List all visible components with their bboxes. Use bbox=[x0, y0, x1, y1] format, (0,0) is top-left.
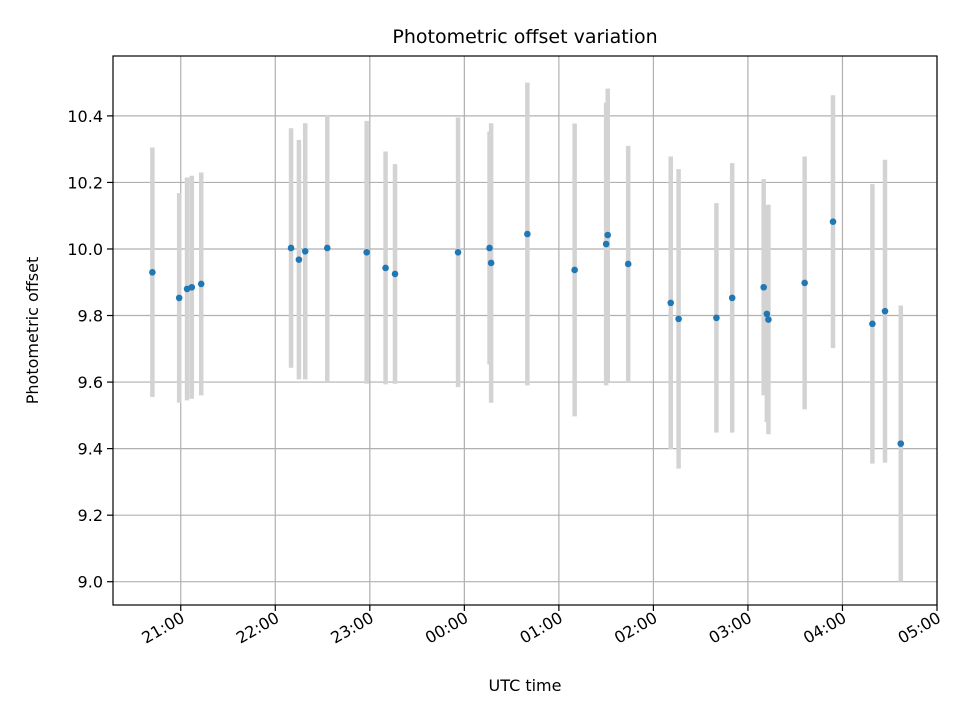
x-tick-label: 01:00 bbox=[516, 608, 565, 648]
x-tick-label: 03:00 bbox=[706, 608, 755, 648]
data-point bbox=[197, 280, 205, 288]
data-point bbox=[454, 249, 462, 256]
data-point bbox=[363, 249, 370, 256]
y-tick-label: 10.2 bbox=[67, 173, 103, 192]
data-point bbox=[604, 231, 612, 239]
data-point bbox=[175, 294, 183, 302]
data-point bbox=[667, 299, 675, 307]
y-tick-label: 9.2 bbox=[78, 506, 103, 525]
data-point bbox=[571, 266, 578, 274]
data-point bbox=[897, 440, 905, 447]
data-point bbox=[760, 283, 767, 291]
data-points bbox=[149, 218, 905, 447]
x-axis-label: UTC time bbox=[489, 676, 562, 695]
y-tick-label: 9.8 bbox=[78, 307, 103, 326]
error-bars bbox=[150, 82, 904, 582]
y-tick-label: 9.6 bbox=[78, 373, 103, 392]
data-point bbox=[391, 270, 399, 278]
y-tick-label: 9.0 bbox=[78, 573, 103, 592]
x-tick-label: 21:00 bbox=[138, 608, 187, 648]
y-tick-label: 9.4 bbox=[78, 440, 103, 459]
data-point bbox=[763, 310, 771, 318]
y-tick-label: 10.4 bbox=[67, 107, 103, 126]
data-point bbox=[713, 314, 720, 322]
data-point bbox=[675, 315, 682, 323]
data-point bbox=[487, 259, 495, 267]
chart-title: Photometric offset variation bbox=[392, 26, 657, 48]
y-axis-ticks: 9.0 9.2 9.4 9.6 9.8 10.0 10.2 10.4 bbox=[67, 107, 113, 592]
grid bbox=[113, 56, 938, 605]
data-point bbox=[728, 294, 736, 302]
data-point bbox=[801, 279, 808, 287]
x-axis-ticks: 21:00 22:00 23:00 00:00 01:00 02:00 03:00 04:00… bbox=[138, 605, 944, 648]
plot-frame bbox=[112, 55, 938, 606]
x-tick-label: 23:00 bbox=[327, 608, 376, 648]
data-point bbox=[765, 316, 772, 323]
data-point bbox=[295, 256, 303, 263]
data-point bbox=[301, 248, 309, 255]
x-tick-label: 02:00 bbox=[611, 608, 660, 648]
data-point bbox=[602, 240, 610, 248]
y-tick-label: 10.0 bbox=[67, 240, 103, 259]
data-point bbox=[188, 283, 196, 291]
data-point bbox=[829, 218, 837, 225]
x-tick-label: 05:00 bbox=[895, 608, 944, 648]
x-tick-label: 04:00 bbox=[800, 608, 849, 648]
y-axis-label: Photometric offset bbox=[23, 257, 42, 405]
data-point bbox=[149, 268, 156, 276]
data-point bbox=[287, 244, 295, 252]
data-point bbox=[624, 260, 632, 268]
x-tick-label: 22:00 bbox=[233, 608, 282, 648]
x-tick-label: 00:00 bbox=[422, 608, 471, 648]
data-point bbox=[869, 320, 876, 328]
data-point bbox=[881, 307, 889, 315]
data-point bbox=[382, 264, 389, 272]
data-point bbox=[524, 230, 531, 238]
data-point bbox=[486, 244, 493, 252]
data-point bbox=[323, 244, 331, 252]
